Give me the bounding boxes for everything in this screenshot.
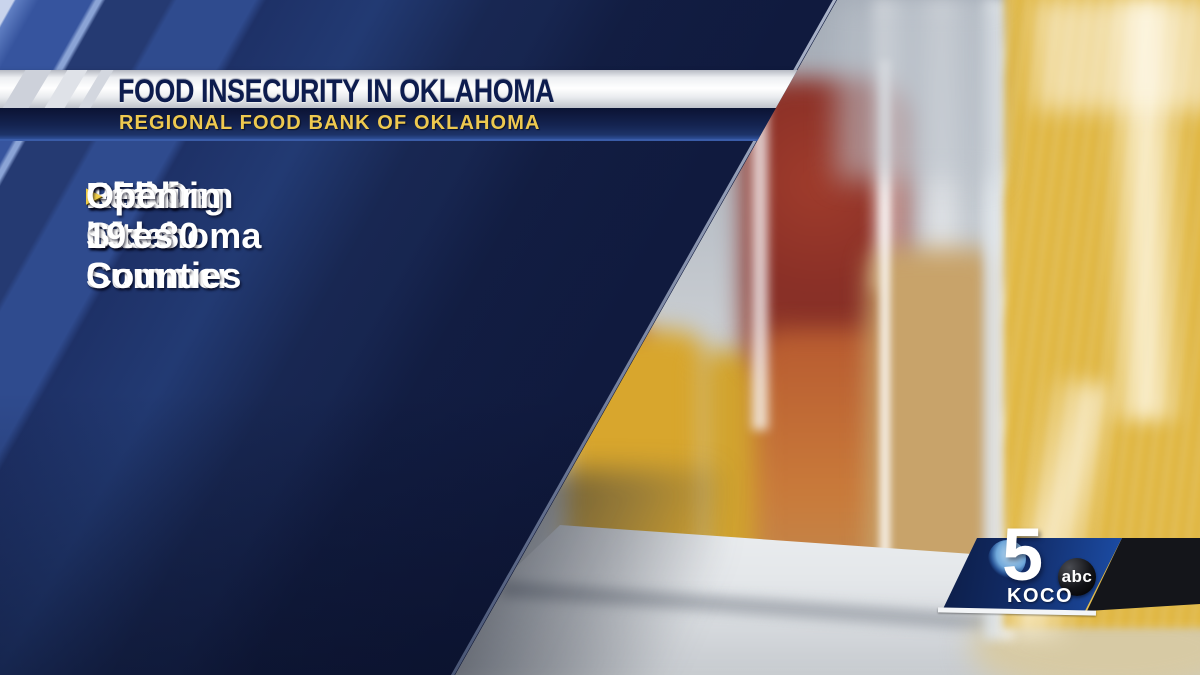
koco-station-logo: 5 abc KOCO: [930, 518, 1200, 675]
headline-bar-chevron: [2, 70, 52, 108]
photo-spaghetti-top-highlight: [1035, 0, 1200, 110]
headline-title: FOOD INSECURITY IN OKLAHOMA: [118, 73, 555, 109]
photo-soft-gray-area: [836, 0, 996, 180]
bullet-line: Open in 19 Counties: [86, 175, 242, 296]
bullet-line: RFBO has 80 Summer: [86, 175, 232, 296]
abc-network-label: abc: [1061, 567, 1093, 586]
abc-network-icon: abc: [1058, 558, 1096, 596]
station-call-letters: KOCO: [1007, 585, 1073, 607]
headline-bar: [0, 70, 837, 108]
bullet-line: Children: [86, 175, 234, 216]
bullet-arrow-icon: ▶: [86, 184, 103, 207]
channel-number: 5: [1002, 513, 1044, 596]
bullet-line: Feeding Sites: [86, 175, 226, 256]
photo-glass-edge-highlight-2: [880, 60, 890, 580]
bullet-line: 1 in 4 Oklahoma: [86, 175, 262, 256]
subtitle-bar: [0, 108, 837, 141]
bullet-arrow-icon: ▶: [86, 184, 103, 207]
logo-swirl-icon: [988, 540, 1026, 578]
bullet-arrow-icon: ▶: [86, 184, 103, 207]
subtitle-text: REGIONAL FOOD BANK OF OKLAHOMA: [119, 112, 541, 134]
